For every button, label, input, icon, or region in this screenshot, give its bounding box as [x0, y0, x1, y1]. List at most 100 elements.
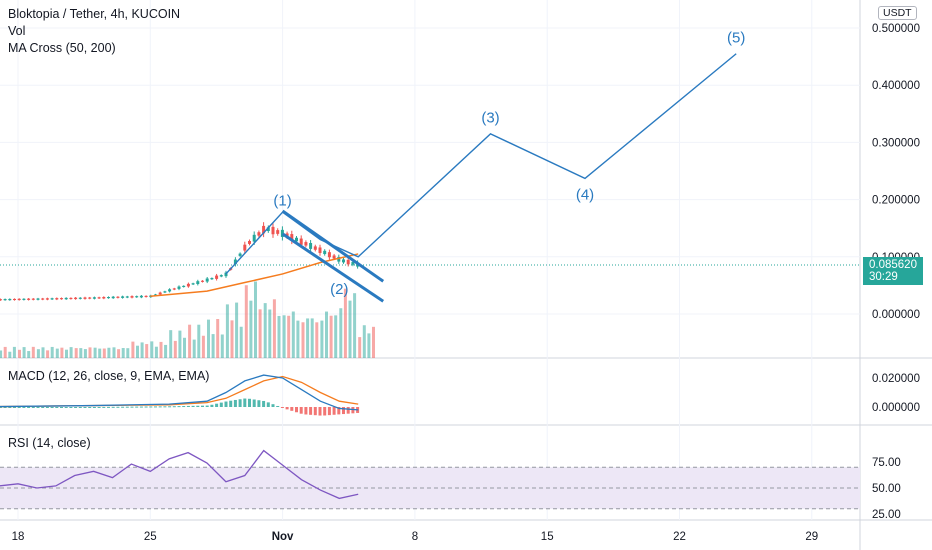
volume-bar — [216, 319, 220, 358]
macd-tick-label: 0.000000 — [872, 402, 920, 414]
macd-histogram-bar — [0, 407, 2, 408]
macd-histogram-bar — [337, 407, 341, 415]
candle-body — [266, 227, 270, 232]
macd-histogram-bar — [116, 406, 120, 408]
candle-body — [125, 296, 129, 298]
volume-bar — [249, 300, 253, 358]
volume-bar — [272, 299, 276, 358]
volume-bar — [192, 339, 196, 358]
volume-bar — [88, 347, 92, 358]
macd-histogram-bar — [219, 402, 223, 407]
candle-body — [313, 246, 317, 250]
candle-body — [191, 283, 195, 285]
channel-upper-line — [281, 209, 385, 283]
volume-legend[interactable]: Vol — [8, 24, 26, 38]
candle-body — [215, 275, 219, 279]
rsi-tick-label: 75.00 — [872, 457, 901, 469]
volume-bar — [131, 341, 135, 358]
volume-bar — [268, 309, 272, 358]
candle-body — [276, 230, 280, 234]
macd-histogram-bar — [8, 407, 12, 408]
candle-body — [257, 232, 261, 236]
candle-body — [327, 252, 331, 258]
symbol-legend[interactable]: Bloktopia / Tether, 4h, KUCOIN — [8, 7, 181, 21]
volume-bar — [50, 346, 54, 358]
macd-histogram-bar — [215, 403, 219, 407]
candle-body — [210, 278, 214, 280]
macd-histogram-bar — [205, 405, 209, 407]
macd-histogram-bar — [276, 405, 280, 407]
candle-body — [102, 296, 106, 299]
currency-unit-badge[interactable]: USDT — [878, 6, 917, 20]
volume-bar — [197, 324, 201, 358]
volume-bar — [22, 347, 26, 358]
candle-body — [22, 298, 26, 300]
volume-bar — [83, 349, 87, 358]
candle-body — [121, 296, 125, 298]
candle-body — [196, 281, 200, 285]
macd-histogram-bar — [332, 407, 336, 415]
macd-histogram-bar — [304, 407, 308, 415]
macd-histogram-bar — [17, 407, 21, 408]
candle-body — [107, 297, 110, 299]
volume-bar — [74, 348, 78, 358]
volume-bar — [235, 302, 239, 358]
volume-bar — [164, 344, 168, 358]
candle-body — [248, 240, 251, 244]
volume-bar — [136, 345, 139, 358]
macd-histogram-bar — [238, 399, 242, 407]
x-tick-label: 29 — [805, 531, 818, 543]
volume-bar — [173, 340, 177, 358]
last-price-value: 0.085620 — [869, 259, 917, 271]
candle-body — [309, 243, 313, 249]
macd-tick-label: 0.020000 — [872, 373, 920, 385]
macd-histogram-bar — [55, 407, 59, 408]
macd-line — [0, 374, 359, 411]
volume-bar — [296, 320, 300, 358]
candle-body — [144, 295, 148, 298]
macd-legend[interactable]: MACD (12, 26, close, 9, EMA, EMA) — [8, 369, 210, 383]
wave-label: (2) — [330, 281, 348, 298]
volume-bar — [372, 326, 375, 358]
macd-histogram-bar — [36, 407, 40, 408]
price-tick-label: 0.200000 — [872, 195, 920, 207]
candle-body — [8, 298, 12, 301]
candle-body — [219, 275, 223, 277]
macd-histogram-bar — [111, 406, 115, 408]
rsi-legend[interactable]: RSI (14, close) — [8, 436, 91, 450]
candle-body — [177, 286, 181, 289]
volume-bar — [339, 308, 343, 358]
macd-histogram-bar — [139, 406, 143, 408]
candle-body — [64, 297, 68, 300]
candle-body — [205, 278, 209, 282]
volume-bar — [239, 326, 243, 358]
volume-bar — [225, 304, 229, 358]
candle-body — [186, 283, 190, 287]
volume-bar — [358, 337, 362, 358]
candle-body — [0, 299, 2, 301]
volume-bar — [159, 341, 163, 358]
macd-histogram-bar — [177, 406, 181, 408]
macd-histogram-bar — [351, 407, 355, 414]
volume-bar — [254, 281, 257, 358]
macd-histogram-bar — [135, 406, 139, 408]
volume-bar — [315, 322, 319, 358]
macd-histogram-bar — [186, 405, 190, 407]
price-tick-label: 0.500000 — [872, 23, 920, 35]
x-tick-label: 15 — [541, 531, 554, 543]
volume-bar — [367, 333, 371, 358]
volume-bar — [353, 293, 357, 358]
macd-histogram-bar — [78, 407, 82, 408]
volume-bar — [310, 318, 314, 358]
candle-body — [158, 292, 162, 295]
bar-countdown: 30:29 — [869, 271, 898, 283]
volume-bar — [343, 288, 347, 358]
volume-bar — [93, 347, 97, 358]
volume-bar — [291, 311, 295, 358]
macd-histogram-bar — [346, 407, 350, 414]
macd-histogram-bar — [257, 400, 261, 407]
ma-cross-legend[interactable]: MA Cross (50, 200) — [8, 41, 116, 55]
volume-bar — [102, 348, 106, 358]
volume-bar — [244, 285, 248, 358]
